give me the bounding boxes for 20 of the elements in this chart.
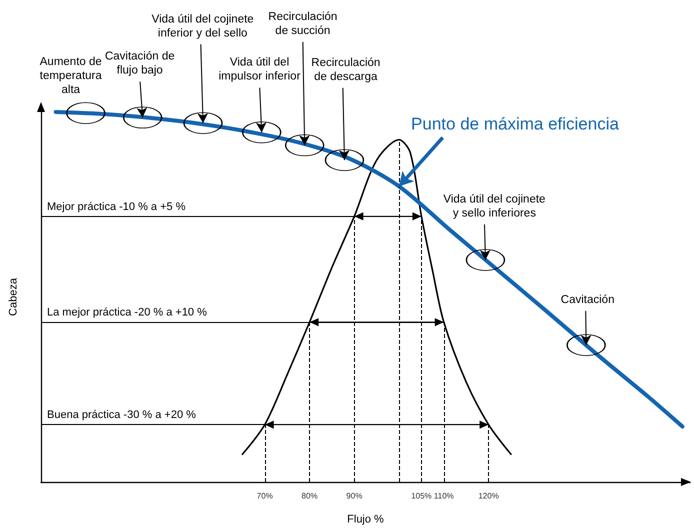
annotation: Recirculación de descarga <box>311 56 380 83</box>
annotation: Cavitación de flujo bajo <box>104 50 175 77</box>
annotation: Vida útil del cojinete y sello inferiores <box>443 193 546 220</box>
x-tick-label: 80% <box>302 492 318 500</box>
x-axis-title: Flujo % <box>347 514 384 526</box>
y-axis-title: Cabeza <box>8 277 20 316</box>
ref-line-label: Mejor práctica -10 % a +5 % <box>47 200 186 213</box>
annotation: Vida útil del cojinete inferior y del sello <box>152 13 254 40</box>
annotation: Recirculación de succión <box>268 10 338 37</box>
annotation: Cavitación <box>560 294 614 306</box>
ref-line-label: La mejor práctica -20 % a +10 % <box>47 306 208 319</box>
x-tick-label: 105% <box>411 492 432 500</box>
x-tick-label: 70% <box>256 492 273 500</box>
x-tick-label: 90% <box>346 492 362 500</box>
annotation: Vida útil del impulsor inferior <box>218 56 301 83</box>
annotation: Aumento de temperatura alta <box>40 56 102 96</box>
annotation: Punto de máxima eficiencia <box>411 114 620 134</box>
x-tick-label: 120% <box>478 492 499 500</box>
x-tick-label: 110% <box>434 492 454 500</box>
ref-line-label: Buena práctica -30 % a +20 % <box>47 409 196 422</box>
